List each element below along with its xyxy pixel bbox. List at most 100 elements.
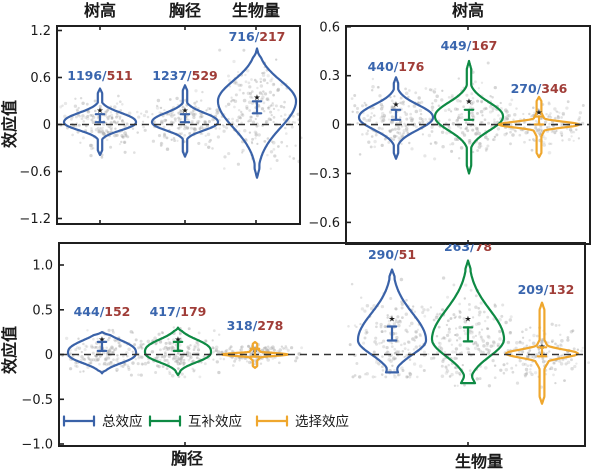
scatter-dot	[108, 115, 112, 118]
scatter-dot	[123, 363, 127, 366]
scatter-dot	[504, 116, 507, 119]
scatter-dot	[496, 344, 500, 348]
scatter-dot	[465, 93, 469, 97]
scatter-dot	[485, 147, 488, 151]
scatter-dot	[515, 381, 520, 385]
scatter-dot	[515, 341, 519, 345]
scatter-dot	[428, 117, 432, 121]
scatter-dot	[459, 146, 464, 150]
scatter-dot	[100, 128, 104, 133]
scatter-dot	[524, 328, 528, 332]
scatter-dot	[405, 375, 409, 379]
scatter-dot	[559, 362, 564, 366]
scatter-dot	[131, 350, 134, 353]
scatter-dot	[491, 340, 496, 344]
scatter-dot	[227, 74, 230, 78]
scatter-dot	[193, 127, 197, 132]
scatter-dot	[414, 330, 418, 334]
scatter-dot	[460, 131, 465, 135]
scatter-dot	[392, 356, 396, 360]
scatter-dot	[353, 104, 357, 108]
scatter-dot	[380, 373, 384, 376]
scatter-dot	[451, 121, 456, 126]
scatter-dot	[541, 360, 546, 364]
scatter-dot	[548, 142, 551, 146]
scatter-dot	[104, 110, 108, 114]
scatter-dot	[430, 88, 434, 92]
scatter-dot	[154, 371, 158, 374]
scatter-dot	[509, 130, 512, 134]
scatter-dot	[492, 137, 496, 142]
scatter-dot	[105, 121, 108, 125]
scatter-dot	[458, 343, 462, 347]
scatter-dot	[174, 119, 177, 123]
scatter-dot	[486, 352, 491, 356]
scatter-dot	[501, 303, 505, 307]
scatter-dot	[122, 140, 127, 145]
scatter-dot	[122, 363, 126, 366]
scatter-dot	[255, 124, 259, 128]
scatter-dot	[506, 114, 510, 118]
scatter-dot	[271, 101, 274, 105]
scatter-dot	[158, 111, 161, 114]
scatter-dot	[85, 345, 89, 348]
scatter-dot	[391, 364, 394, 367]
scatter-dot	[115, 367, 119, 372]
scatter-dot	[275, 158, 279, 163]
scatter-dot	[441, 358, 445, 362]
scatter-dot	[114, 340, 117, 343]
scatter-dot	[422, 308, 426, 312]
scatter-dot	[262, 71, 266, 75]
scatter-dot	[123, 124, 127, 129]
y-axis-tick-label: −1.0	[21, 438, 53, 453]
scatter-dot	[442, 357, 446, 361]
scatter-dot	[284, 345, 288, 348]
scatter-dot	[266, 345, 270, 348]
scatter-dot	[103, 361, 107, 366]
scatter-dot	[577, 137, 581, 140]
scatter-dot	[481, 339, 486, 343]
scatter-dot	[180, 132, 184, 135]
scatter-dot	[75, 365, 79, 369]
scatter-dot	[460, 112, 464, 116]
scatter-dot	[404, 112, 409, 116]
scatter-dot	[91, 351, 95, 355]
scatter-dot	[242, 98, 247, 103]
scatter-dot	[177, 358, 180, 362]
scatter-dot	[446, 319, 450, 323]
scatter-dot	[406, 340, 410, 344]
scatter-dot	[505, 110, 509, 114]
scatter-dot	[156, 354, 160, 359]
scatter-dot	[555, 129, 558, 133]
scatter-dot	[125, 122, 129, 126]
scatter-dot	[559, 344, 563, 348]
scatter-dot	[143, 128, 147, 132]
scatter-dot	[468, 140, 471, 143]
scatter-dot	[259, 80, 262, 84]
scatter-dot	[409, 112, 413, 116]
scatter-dot	[183, 124, 188, 129]
scatter-dot	[509, 315, 513, 319]
scatter-dot	[116, 354, 119, 357]
scatter-dot	[74, 364, 78, 368]
scatter-dot	[540, 338, 543, 342]
scatter-dot	[478, 142, 482, 146]
scatter-dot	[283, 113, 287, 117]
scatter-dot	[120, 140, 123, 144]
scatter-dot	[493, 135, 497, 139]
scatter-dot	[564, 362, 568, 366]
scatter-dot	[187, 118, 190, 122]
scatter-dot	[244, 80, 248, 84]
violin-outline-selection	[221, 340, 289, 369]
scatter-dot	[525, 344, 528, 347]
scatter-dot	[235, 124, 239, 128]
scatter-dot	[256, 142, 259, 146]
scatter-dot	[518, 340, 522, 343]
scatter-dot	[398, 121, 402, 125]
scatter-dot	[259, 84, 264, 88]
error-bar	[462, 326, 474, 343]
scatter-dot	[504, 320, 508, 325]
error-bar	[536, 346, 548, 358]
scatter-dot	[464, 283, 468, 287]
scatter-dot	[486, 326, 489, 330]
